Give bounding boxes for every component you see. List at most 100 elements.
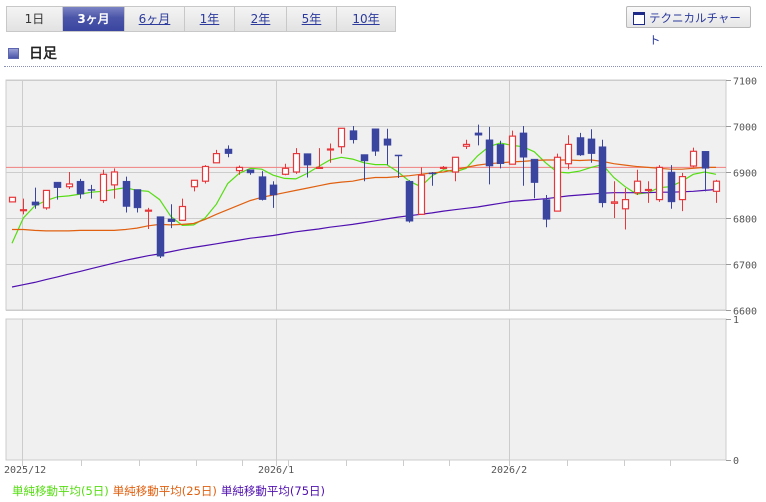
section-title: 日足	[29, 46, 57, 62]
candle	[405, 180, 414, 223]
candle	[360, 154, 369, 182]
candle	[110, 168, 119, 199]
tab-range-1[interactable]: 3ヶ月	[63, 7, 125, 31]
candle	[451, 156, 460, 182]
candle	[31, 187, 40, 209]
svg-text:7000: 7000	[733, 123, 757, 134]
candle	[383, 128, 392, 165]
range-tabs: 1日 3ヶ月 6ヶ月 1年 2年 5年 10年	[6, 6, 396, 32]
tab-label: 3ヶ月	[77, 12, 110, 26]
candle	[621, 188, 630, 230]
tab-label: 5年	[301, 12, 322, 26]
candle	[292, 148, 301, 174]
section-divider	[4, 66, 762, 67]
candle	[212, 149, 221, 164]
candle	[371, 128, 380, 156]
candle	[428, 172, 437, 186]
svg-text:6800: 6800	[733, 215, 757, 226]
tab-label: 1年	[199, 12, 220, 26]
window-icon	[633, 12, 645, 25]
svg-text:6900: 6900	[733, 169, 757, 180]
candle	[462, 139, 471, 149]
tab-range-3[interactable]: 1年	[185, 7, 235, 31]
candle	[655, 165, 664, 202]
svg-text:0: 0	[733, 456, 739, 467]
candle	[42, 189, 51, 210]
tab-label: 10年	[352, 12, 380, 26]
tab-label: 6ヶ月	[138, 12, 171, 26]
chart-legend: 単純移動平均(5日) 単純移動平均(25日) 単純移動平均(75日)	[12, 483, 329, 499]
candle	[678, 172, 687, 212]
candle	[133, 189, 142, 213]
candle	[224, 145, 233, 158]
candle	[19, 198, 28, 215]
candle	[508, 130, 517, 165]
candle	[156, 216, 165, 259]
candle	[394, 154, 403, 178]
candle	[315, 148, 324, 169]
candle	[519, 126, 528, 186]
candle	[235, 165, 244, 175]
candle	[530, 158, 539, 199]
legend-ma75: 単純移動平均(75日)	[220, 484, 326, 498]
candle	[122, 176, 131, 213]
tab-label: 1日	[24, 12, 45, 26]
candle	[485, 126, 494, 185]
candle	[8, 196, 17, 203]
tab-label: 2年	[250, 12, 271, 26]
tab-range-6[interactable]: 10年	[337, 7, 395, 31]
candle	[610, 181, 619, 218]
candle	[76, 178, 85, 199]
candle	[576, 132, 585, 156]
legend-ma5: 単純移動平均(5日)	[12, 484, 109, 498]
candle	[246, 169, 255, 175]
candle	[689, 147, 698, 168]
candle	[337, 127, 346, 154]
candle	[644, 181, 653, 203]
svg-text:2026/2: 2026/2	[491, 465, 527, 476]
tab-range-2[interactable]: 6ヶ月	[125, 7, 185, 31]
candle	[258, 171, 267, 201]
candle	[553, 153, 562, 212]
candle	[712, 179, 721, 203]
candle	[167, 204, 176, 229]
legend-ma25: 単純移動平均(25日)	[112, 484, 217, 498]
technical-chart-button[interactable]: テクニカルチャート	[626, 6, 751, 47]
candle	[144, 207, 153, 230]
candle	[87, 184, 96, 199]
section-header: 日足	[8, 44, 57, 62]
candle	[178, 198, 187, 221]
svg-text:6600: 6600	[733, 307, 757, 318]
svg-text:1: 1	[733, 315, 739, 326]
technical-chart-label: テクニカルチャート	[649, 11, 741, 47]
candle	[326, 143, 335, 163]
candle	[303, 153, 312, 178]
svg-text:2025/12: 2025/12	[4, 465, 46, 476]
candle	[542, 195, 551, 228]
svg-text:6700: 6700	[733, 261, 757, 272]
candle	[65, 172, 74, 190]
candle	[496, 140, 505, 169]
candle	[701, 151, 710, 192]
tab-range-0[interactable]: 1日	[7, 7, 63, 31]
candle	[53, 181, 62, 200]
candle	[598, 139, 607, 208]
candle	[587, 129, 596, 163]
candle	[474, 124, 483, 146]
tab-range-5[interactable]: 5年	[287, 7, 337, 31]
candle	[99, 169, 108, 203]
candle	[269, 181, 278, 208]
candle	[201, 165, 210, 184]
candle	[633, 169, 642, 195]
candle	[667, 165, 676, 209]
tab-range-4[interactable]: 2年	[235, 7, 287, 31]
candle	[281, 163, 290, 176]
svg-text:7100: 7100	[733, 77, 757, 88]
svg-text:2026/1: 2026/1	[258, 465, 294, 476]
candle	[349, 126, 358, 144]
square-bullet-icon	[8, 47, 19, 59]
candle	[439, 166, 448, 170]
candle	[190, 179, 199, 192]
candle	[564, 135, 573, 170]
